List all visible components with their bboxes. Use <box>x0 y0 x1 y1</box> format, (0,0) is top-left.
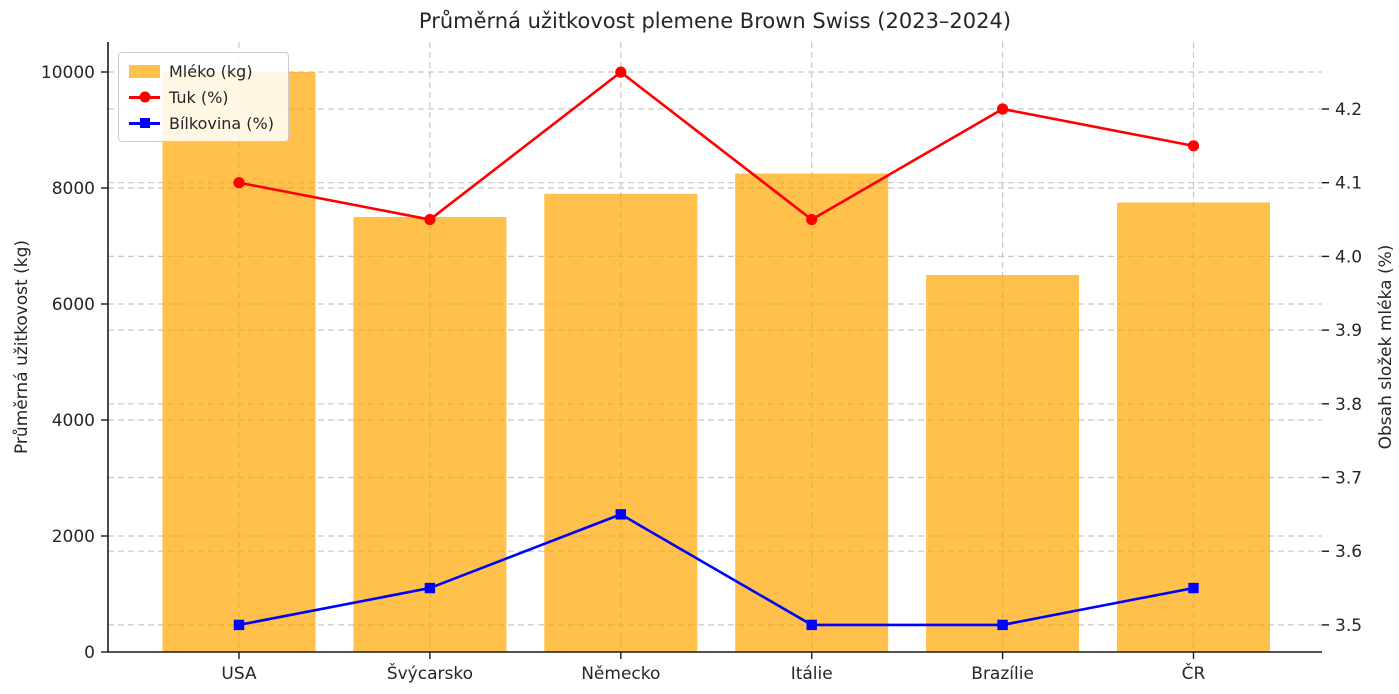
marker-circle-Švýcarsko <box>424 213 436 226</box>
bar-Švýcarsko <box>353 217 507 652</box>
left-tick-label-2000: 2000 <box>52 527 95 547</box>
legend-item-milk: Mléko (kg) <box>129 60 274 82</box>
chart-title: Průměrná užitkovost plemene Brown Swiss … <box>418 9 1012 33</box>
marker-square-Brazílie <box>997 619 1008 631</box>
left-tick-label-6000: 6000 <box>52 295 95 315</box>
right-tick-label-4.1: 4.1 <box>1335 174 1362 194</box>
marker-square-Itálie <box>806 619 817 631</box>
legend-label-protein: Bílkovina (%) <box>169 113 274 133</box>
legend-label-fat: Tuk (%) <box>169 87 229 107</box>
legend: Mléko (kg) Tuk (%) Bílkovina (%) <box>118 52 289 142</box>
marker-square-ČR <box>1188 582 1199 594</box>
marker-circle-ČR <box>1187 140 1200 152</box>
marker-circle-USA <box>233 177 245 189</box>
marker-square-Německo <box>615 509 626 520</box>
bar-swatch-icon <box>129 64 160 78</box>
right-tick-label-3.9: 3.9 <box>1335 321 1362 341</box>
bar-ČR <box>1117 202 1270 652</box>
bar-Německo <box>544 193 698 653</box>
marker-circle-Itálie <box>806 213 818 226</box>
right-tick-label-3.6: 3.6 <box>1335 542 1362 562</box>
x-tick-label-USA: USA <box>221 664 257 684</box>
bar-Brazílie <box>926 275 1080 652</box>
marker-circle-Brazílie <box>997 103 1009 115</box>
right-tick-label-4: 4.0 <box>1335 247 1362 267</box>
bar-USA <box>162 72 316 652</box>
legend-label-milk: Mléko (kg) <box>169 61 253 81</box>
red-line-circle-marker-icon <box>129 90 160 104</box>
line-Bílkovina (%) <box>238 512 1194 627</box>
bar-Itálie <box>735 173 889 652</box>
left-tick-label-4000: 4000 <box>52 411 95 431</box>
right-tick-label-3.7: 3.7 <box>1335 469 1362 489</box>
x-tick-label-ČR: ČR <box>1182 662 1206 684</box>
right-tick-label-3.5: 3.5 <box>1335 616 1362 636</box>
x-tick-label-Itálie: Itálie <box>791 664 833 684</box>
left-tick-label-10000: 10000 <box>41 63 95 83</box>
x-tick-label-Brazílie: Brazílie <box>971 664 1034 684</box>
line-Tuk (%) <box>238 70 1194 222</box>
x-tick-label-Švýcarsko: Švýcarsko <box>387 662 473 684</box>
marker-square-USA <box>233 619 245 631</box>
blue-line-square-marker-icon <box>129 116 160 130</box>
marker-circle-Německo <box>615 66 627 78</box>
marker-square-Švýcarsko <box>424 582 436 594</box>
left-tick-label-8000: 8000 <box>52 179 95 199</box>
right-tick-label-4.2: 4.2 <box>1335 100 1362 120</box>
right-tick-label-3.8: 3.8 <box>1335 395 1362 415</box>
left-tick-label-0: 0 <box>84 643 95 663</box>
legend-item-fat: Tuk (%) <box>129 86 274 108</box>
legend-item-protein: Bílkovina (%) <box>129 112 274 134</box>
x-tick-label-Německo: Německo <box>581 664 660 684</box>
